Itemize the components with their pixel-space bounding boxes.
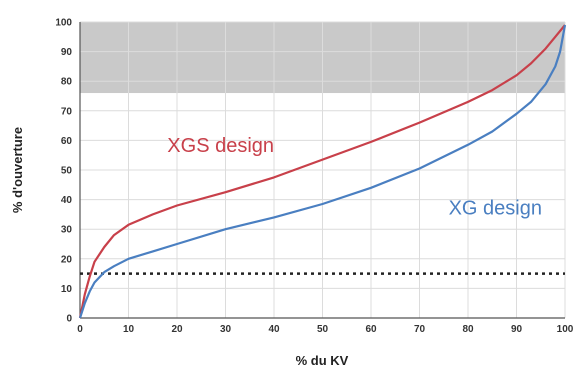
series-layer: XGS design XG design [78, 24, 567, 319]
x-tick-label: 60 [365, 324, 377, 335]
y-tick-label: 70 [61, 106, 73, 117]
x-tick-label: 100 [557, 324, 573, 335]
series-line-0 [78, 24, 566, 319]
y-tick-label: 10 [61, 284, 73, 295]
x-axis-title: % du KV [296, 353, 349, 368]
y-tick-label: 0 [66, 314, 72, 325]
series-label-1: XG design [449, 197, 542, 219]
y-tick-label: 30 [61, 225, 73, 236]
tick-label-layer: 0 10 20 30 40 50 60 70 80 90 100 0 10 20 30 40 50 60 70 80 9… [55, 18, 573, 336]
y-tick-label: 60 [61, 136, 73, 147]
x-tick-label: 70 [414, 324, 426, 335]
series-line-1 [78, 24, 567, 319]
y-axis-title: % d'ouverture [10, 127, 25, 213]
y-tick-label: 50 [61, 166, 73, 177]
x-tick-label: 0 [77, 324, 83, 335]
x-tick-label: 80 [462, 324, 474, 335]
x-tick-label: 20 [171, 324, 183, 335]
x-tick-label: 30 [220, 324, 232, 335]
y-tick-label: 90 [61, 47, 73, 58]
y-tick-label: 100 [55, 18, 72, 29]
grid-layer [79, 21, 566, 319]
y-tick-label: 40 [61, 195, 73, 206]
x-tick-label: 90 [511, 324, 523, 335]
x-tick-label: 10 [123, 324, 135, 335]
y-tick-label: 20 [61, 254, 73, 265]
series-label-0: XGS design [167, 135, 274, 157]
y-tick-label: 80 [61, 77, 73, 88]
x-tick-label: 40 [268, 324, 280, 335]
axis-layer [79, 22, 565, 319]
x-tick-label: 50 [317, 324, 329, 335]
